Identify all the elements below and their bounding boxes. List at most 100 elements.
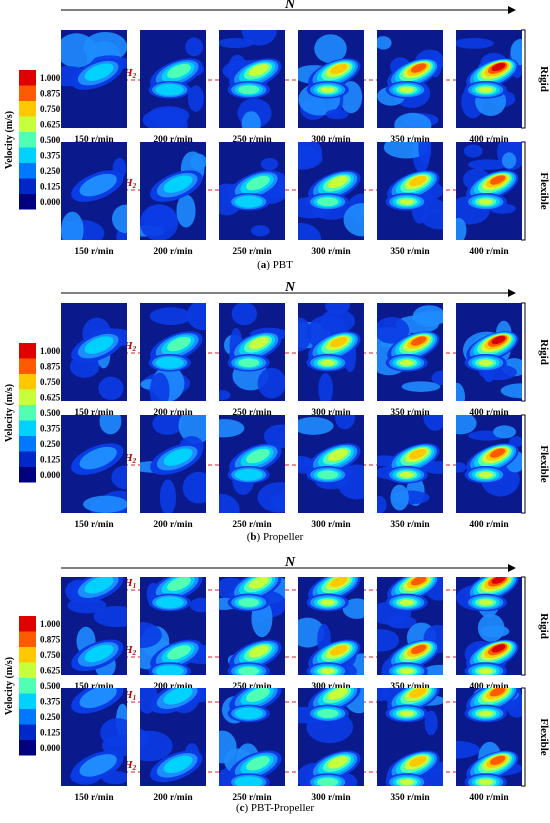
contour-cell bbox=[298, 688, 364, 786]
contour-cell bbox=[140, 303, 206, 401]
contour-cell bbox=[298, 142, 364, 240]
speed-label: 250 r/min bbox=[232, 408, 272, 418]
colorbar-swatch bbox=[19, 358, 36, 374]
row-label: Rigid bbox=[538, 339, 550, 365]
contour-cell bbox=[377, 30, 443, 128]
contour-cell bbox=[140, 30, 206, 128]
colorbar-swatch bbox=[19, 343, 36, 359]
contour-cell bbox=[219, 30, 285, 128]
speed-label: 300 r/min bbox=[311, 247, 351, 257]
colorbar-tick-label: 1.000 bbox=[40, 346, 61, 356]
contour-cell bbox=[61, 30, 127, 128]
panel-pbt: N 1.000 0.875 0.750 0.625 0.500 0.375 0.250 0.12… bbox=[4, 0, 550, 271]
contour-cell bbox=[377, 415, 443, 513]
colorbar-tick-label: 0.500 bbox=[40, 135, 61, 145]
row-bracket bbox=[521, 141, 526, 241]
height-marker-label: H2 bbox=[123, 67, 137, 80]
colorbar-tick-label: 0.625 bbox=[40, 666, 61, 676]
colorbar-tick-label: 1.000 bbox=[40, 73, 61, 83]
speed-label: 150 r/min bbox=[74, 247, 114, 257]
colorbar-tick-label: 0.875 bbox=[40, 635, 61, 645]
speed-label: 400 r/min bbox=[469, 793, 509, 803]
speed-label: 300 r/min bbox=[311, 135, 351, 145]
speed-label: 350 r/min bbox=[390, 408, 430, 418]
colorbar-tick-label: 0.000 bbox=[40, 197, 61, 207]
speed-label: 300 r/min bbox=[311, 408, 351, 418]
speed-label: 200 r/min bbox=[153, 520, 193, 530]
speed-label: 150 r/min bbox=[74, 520, 114, 530]
colorbar: 1.000 0.875 0.750 0.625 0.500 0.375 0.250 0.125… bbox=[4, 343, 61, 483]
speed-label: 350 r/min bbox=[390, 247, 430, 257]
speed-label: 200 r/min bbox=[153, 247, 193, 257]
colorbar-tick-label: 0.500 bbox=[40, 408, 61, 418]
contour-cell bbox=[298, 303, 364, 401]
colorbar-tick-label: 0.375 bbox=[40, 697, 61, 707]
colorbar-swatch bbox=[19, 724, 36, 740]
row-bracket bbox=[521, 687, 526, 787]
contour-cell bbox=[377, 303, 443, 401]
speed-label: 350 r/min bbox=[390, 520, 430, 530]
height-marker-label: H1 bbox=[123, 689, 136, 702]
contour-cell bbox=[377, 577, 443, 675]
row-label: Flexible bbox=[538, 445, 550, 482]
panel-propeller: N 1.000 0.875 0.750 0.625 0.500 0.375 0.250 0.12… bbox=[4, 280, 550, 543]
contour-cell bbox=[219, 688, 285, 786]
colorbar-tick-label: 0.625 bbox=[40, 120, 61, 130]
colorbar-swatch bbox=[19, 101, 36, 117]
speed-label: 400 r/min bbox=[469, 135, 509, 145]
contour-cell bbox=[456, 577, 522, 675]
colorbar-swatch bbox=[19, 693, 36, 709]
row-bracket bbox=[521, 302, 526, 402]
panel-caption: (b) Propeller bbox=[247, 531, 304, 543]
speed-label: 350 r/min bbox=[390, 793, 430, 803]
colorbar-swatch bbox=[19, 147, 36, 163]
speed-label: 200 r/min bbox=[153, 135, 193, 145]
row-label: Rigid bbox=[538, 613, 550, 639]
colorbar-tick-label: 0.750 bbox=[40, 650, 61, 660]
contour-cell bbox=[219, 142, 285, 240]
colorbar-title: Velocity (m/s) bbox=[4, 384, 15, 442]
panel-pbt-propeller: N 1.000 0.875 0.750 0.625 0.500 0.375 0.250 0.12… bbox=[4, 555, 550, 814]
speed-label: 150 r/min bbox=[74, 408, 114, 418]
panel-caption: (c) PBT-Propeller bbox=[236, 802, 314, 814]
speed-label: 400 r/min bbox=[469, 408, 509, 418]
colorbar-swatch bbox=[19, 70, 36, 86]
speed-axis-label: N bbox=[284, 0, 296, 12]
contour-cell bbox=[140, 688, 206, 786]
contour-cell bbox=[456, 303, 522, 401]
colorbar-swatch bbox=[19, 647, 36, 663]
colorbar-tick-label: 0.875 bbox=[40, 89, 61, 99]
height-marker-label: H2 bbox=[123, 177, 137, 190]
height-marker-label: H1 bbox=[123, 577, 136, 590]
colorbar-tick-label: 0.125 bbox=[40, 455, 61, 465]
colorbar-tick-label: 0.250 bbox=[40, 166, 61, 176]
contour-cell bbox=[61, 577, 127, 675]
colorbar-tick-label: 0.250 bbox=[40, 439, 61, 449]
speed-label: 200 r/min bbox=[153, 408, 193, 418]
contour-cell bbox=[219, 577, 285, 675]
speed-label: 150 r/min bbox=[74, 135, 114, 145]
row-bracket bbox=[521, 29, 526, 129]
speed-label: 250 r/min bbox=[232, 135, 272, 145]
colorbar-tick-label: 0.875 bbox=[40, 362, 61, 372]
colorbar-tick-label: 0.375 bbox=[40, 424, 61, 434]
colorbar-swatch bbox=[19, 374, 36, 390]
colorbar-swatch bbox=[19, 194, 36, 210]
colorbar-swatch bbox=[19, 163, 36, 179]
speed-label: 200 r/min bbox=[153, 793, 193, 803]
contour-cell bbox=[456, 415, 522, 513]
row-bracket bbox=[521, 414, 526, 514]
speed-label: 250 r/min bbox=[232, 682, 272, 692]
speed-label: 250 r/min bbox=[232, 793, 272, 803]
colorbar-swatch bbox=[19, 420, 36, 436]
height-marker-label: H2 bbox=[123, 759, 137, 772]
colorbar-tick-label: 0.250 bbox=[40, 712, 61, 722]
colorbar-tick-label: 0.125 bbox=[40, 182, 61, 192]
contour-cell bbox=[456, 142, 522, 240]
contour-cell bbox=[61, 415, 127, 513]
colorbar-swatch bbox=[19, 405, 36, 421]
colorbar-tick-label: 0.375 bbox=[40, 151, 61, 161]
speed-label: 200 r/min bbox=[153, 682, 193, 692]
speed-label: 150 r/min bbox=[74, 682, 114, 692]
